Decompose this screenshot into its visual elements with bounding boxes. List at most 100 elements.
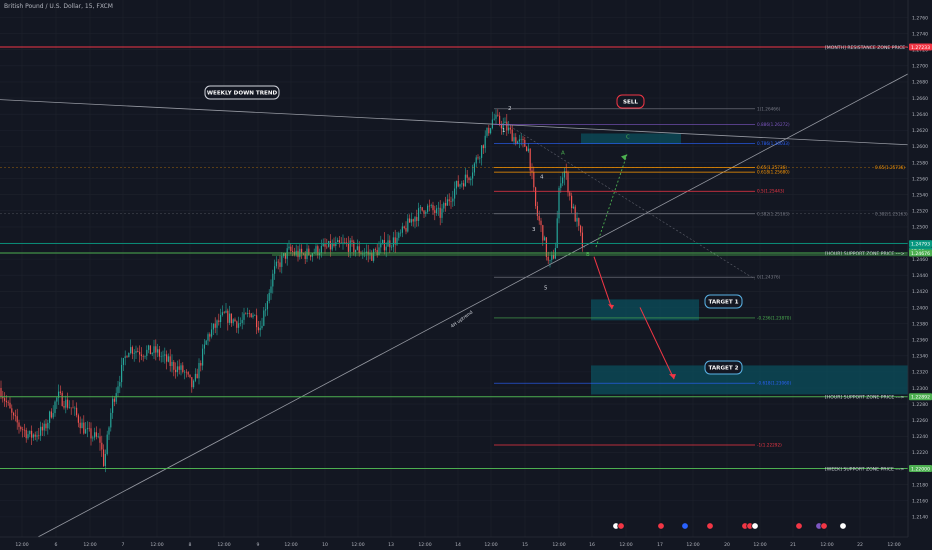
candle-body [148, 345, 150, 350]
candle-body [567, 172, 569, 193]
candle-body [297, 250, 299, 258]
price-tick-label: 1.2420 [912, 289, 928, 295]
sell-label-text: SELL [623, 100, 638, 106]
candle-body [187, 372, 189, 375]
candle-body [146, 349, 148, 356]
candle-body [4, 398, 6, 401]
candle-body [169, 356, 171, 366]
candle-body [277, 261, 279, 263]
candle-body [464, 174, 466, 187]
candle-body [419, 207, 421, 209]
time-axis[interactable]: 12:00 6 12:00 7 12:00 8 12:00 9 12:00 10 12:00 13 12… [0, 536, 908, 550]
price-tag-box [909, 393, 932, 401]
price-tag-label: 1.24676 [911, 251, 930, 257]
candle-body [230, 313, 232, 324]
candle-body [214, 323, 216, 328]
price-tick-label: 1.2140 [912, 515, 928, 521]
price-tick-label: 1.2240 [912, 434, 928, 440]
candle-body [292, 251, 294, 252]
sell-label-box [616, 94, 645, 109]
target1-zone [591, 299, 699, 321]
price-axis[interactable]: 1.27601.27401.27201.27001.26801.26601.26… [907, 0, 932, 550]
candle-body [238, 323, 240, 328]
candle-body [333, 243, 335, 246]
candle-body [23, 429, 25, 431]
candle-body [418, 208, 420, 221]
candle-body [14, 415, 16, 417]
zone-label: [WEEK] SUPPORT ZONE PRICE ---> [825, 467, 904, 473]
fib-level-label: 0.618(1.25680) [757, 170, 790, 175]
candle-body [76, 407, 78, 416]
fib-level-label: -1(1.22292) [757, 443, 782, 448]
price-tick-label: 1.2300 [912, 386, 928, 392]
candle-body [248, 312, 250, 314]
time-tick-label: 7 [122, 542, 125, 548]
candle-body [31, 430, 33, 438]
candle-body [20, 426, 22, 430]
price-tick-label: 1.2660 [912, 96, 928, 102]
candle-body [202, 348, 204, 366]
candle-body [365, 251, 367, 253]
candle-body [5, 400, 7, 403]
candle-body [223, 312, 225, 313]
candle-body [454, 188, 456, 199]
candle-body [571, 195, 573, 209]
candle-body [472, 172, 474, 179]
time-tick-label: 14 [455, 542, 461, 548]
channel-line [509, 125, 756, 280]
candle-body [232, 319, 234, 324]
candle-body [493, 118, 495, 120]
candle-body [342, 242, 344, 244]
candle-body [104, 453, 106, 466]
candle-body [414, 217, 416, 222]
candle-body [331, 243, 333, 250]
candle-body [409, 218, 411, 223]
candle-body [95, 432, 97, 437]
price-tick-label: 1.2620 [912, 128, 928, 134]
candle-body [142, 356, 144, 357]
candle-body [452, 198, 454, 202]
sell-label: SELL [616, 94, 645, 109]
candle-body [410, 219, 412, 223]
candle-body [245, 313, 247, 315]
price-tick-label: 1.2380 [912, 321, 928, 327]
economic-events[interactable] [612, 522, 847, 530]
candle-body [461, 183, 463, 185]
candle-body [553, 254, 555, 259]
candle-body [506, 121, 508, 131]
candle-body [578, 218, 580, 226]
candle-body [463, 183, 465, 187]
candle-body [450, 201, 452, 202]
candle-body [203, 344, 205, 349]
candle-body [538, 215, 540, 221]
candle-body [103, 449, 105, 466]
candle-body [263, 310, 265, 326]
candle-body [139, 351, 141, 355]
wave-label-5: 5 [544, 286, 548, 292]
candle-body [70, 407, 72, 409]
price-tick-label: 1.2440 [912, 273, 928, 279]
candle-body [288, 246, 290, 249]
event-icon [751, 522, 759, 530]
candle-body [65, 399, 67, 408]
candle-body [207, 334, 209, 341]
time-tick-label: 20 [724, 542, 730, 548]
target2-label-box [704, 360, 743, 375]
price-tick-label: 1.2320 [912, 370, 928, 376]
candle-body [509, 127, 511, 130]
candle-body [41, 426, 43, 431]
candle-body [439, 207, 441, 218]
candle-body [108, 427, 110, 435]
candle-body [283, 253, 285, 256]
candle-body [7, 402, 9, 403]
candle-body [140, 354, 142, 357]
candle-body [473, 163, 475, 173]
price-tick-label: 1.2760 [912, 15, 928, 21]
candle-body [50, 411, 52, 418]
candle-body [536, 206, 538, 216]
candle-body [225, 310, 227, 313]
candle-body [540, 220, 542, 226]
candle-body [155, 346, 157, 353]
candle-body [151, 352, 153, 355]
